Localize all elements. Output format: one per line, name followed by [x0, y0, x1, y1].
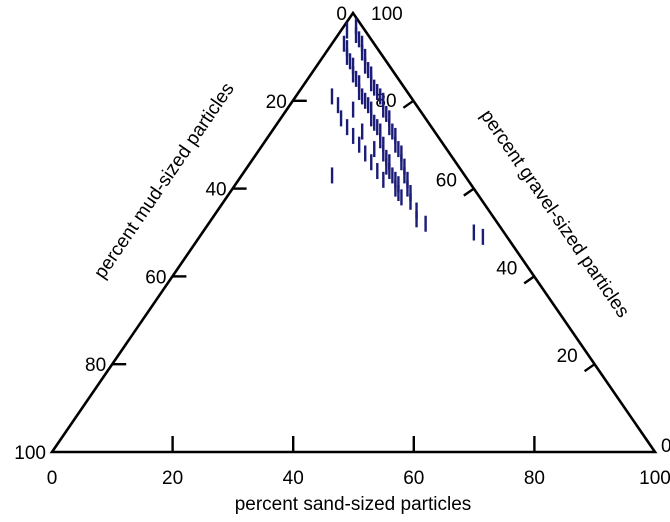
sand-tick-label: 0 — [47, 468, 58, 489]
tick-marks — [112, 99, 596, 452]
sand-tick-label: 60 — [403, 468, 424, 489]
gravel-tick-label: 40 — [496, 258, 517, 279]
mud-tick-label: 20 — [266, 92, 287, 113]
sand-tick-label: 40 — [283, 468, 304, 489]
mud-tick-label: 100 — [14, 443, 46, 464]
sand-tick-label: 100 — [639, 468, 670, 489]
gravel-tick-label: 100 — [371, 4, 403, 25]
gravel-tick — [402, 99, 415, 109]
sand-tick-label: 20 — [162, 468, 183, 489]
gravel-tick — [523, 275, 535, 285]
mud-tick-label: 0 — [336, 4, 347, 25]
gravel-tick-label: 60 — [436, 171, 457, 192]
data-points — [330, 18, 485, 245]
gravel-tick — [583, 363, 596, 373]
mud-tick-label: 60 — [145, 267, 166, 288]
sand-tick-label: 80 — [524, 468, 545, 489]
gravel-axis-title: percent gravel-sized particles — [476, 106, 633, 322]
sand-axis-title: percent sand-sized particles — [235, 494, 472, 515]
mud-tick-label: 80 — [85, 355, 106, 376]
gravel-tick-label: 0 — [661, 436, 670, 457]
gravel-tick-label: 20 — [557, 346, 578, 367]
triangle-frame — [49, 10, 658, 454]
gravel-tick — [463, 187, 475, 197]
mud-tick-label: 40 — [205, 180, 226, 201]
